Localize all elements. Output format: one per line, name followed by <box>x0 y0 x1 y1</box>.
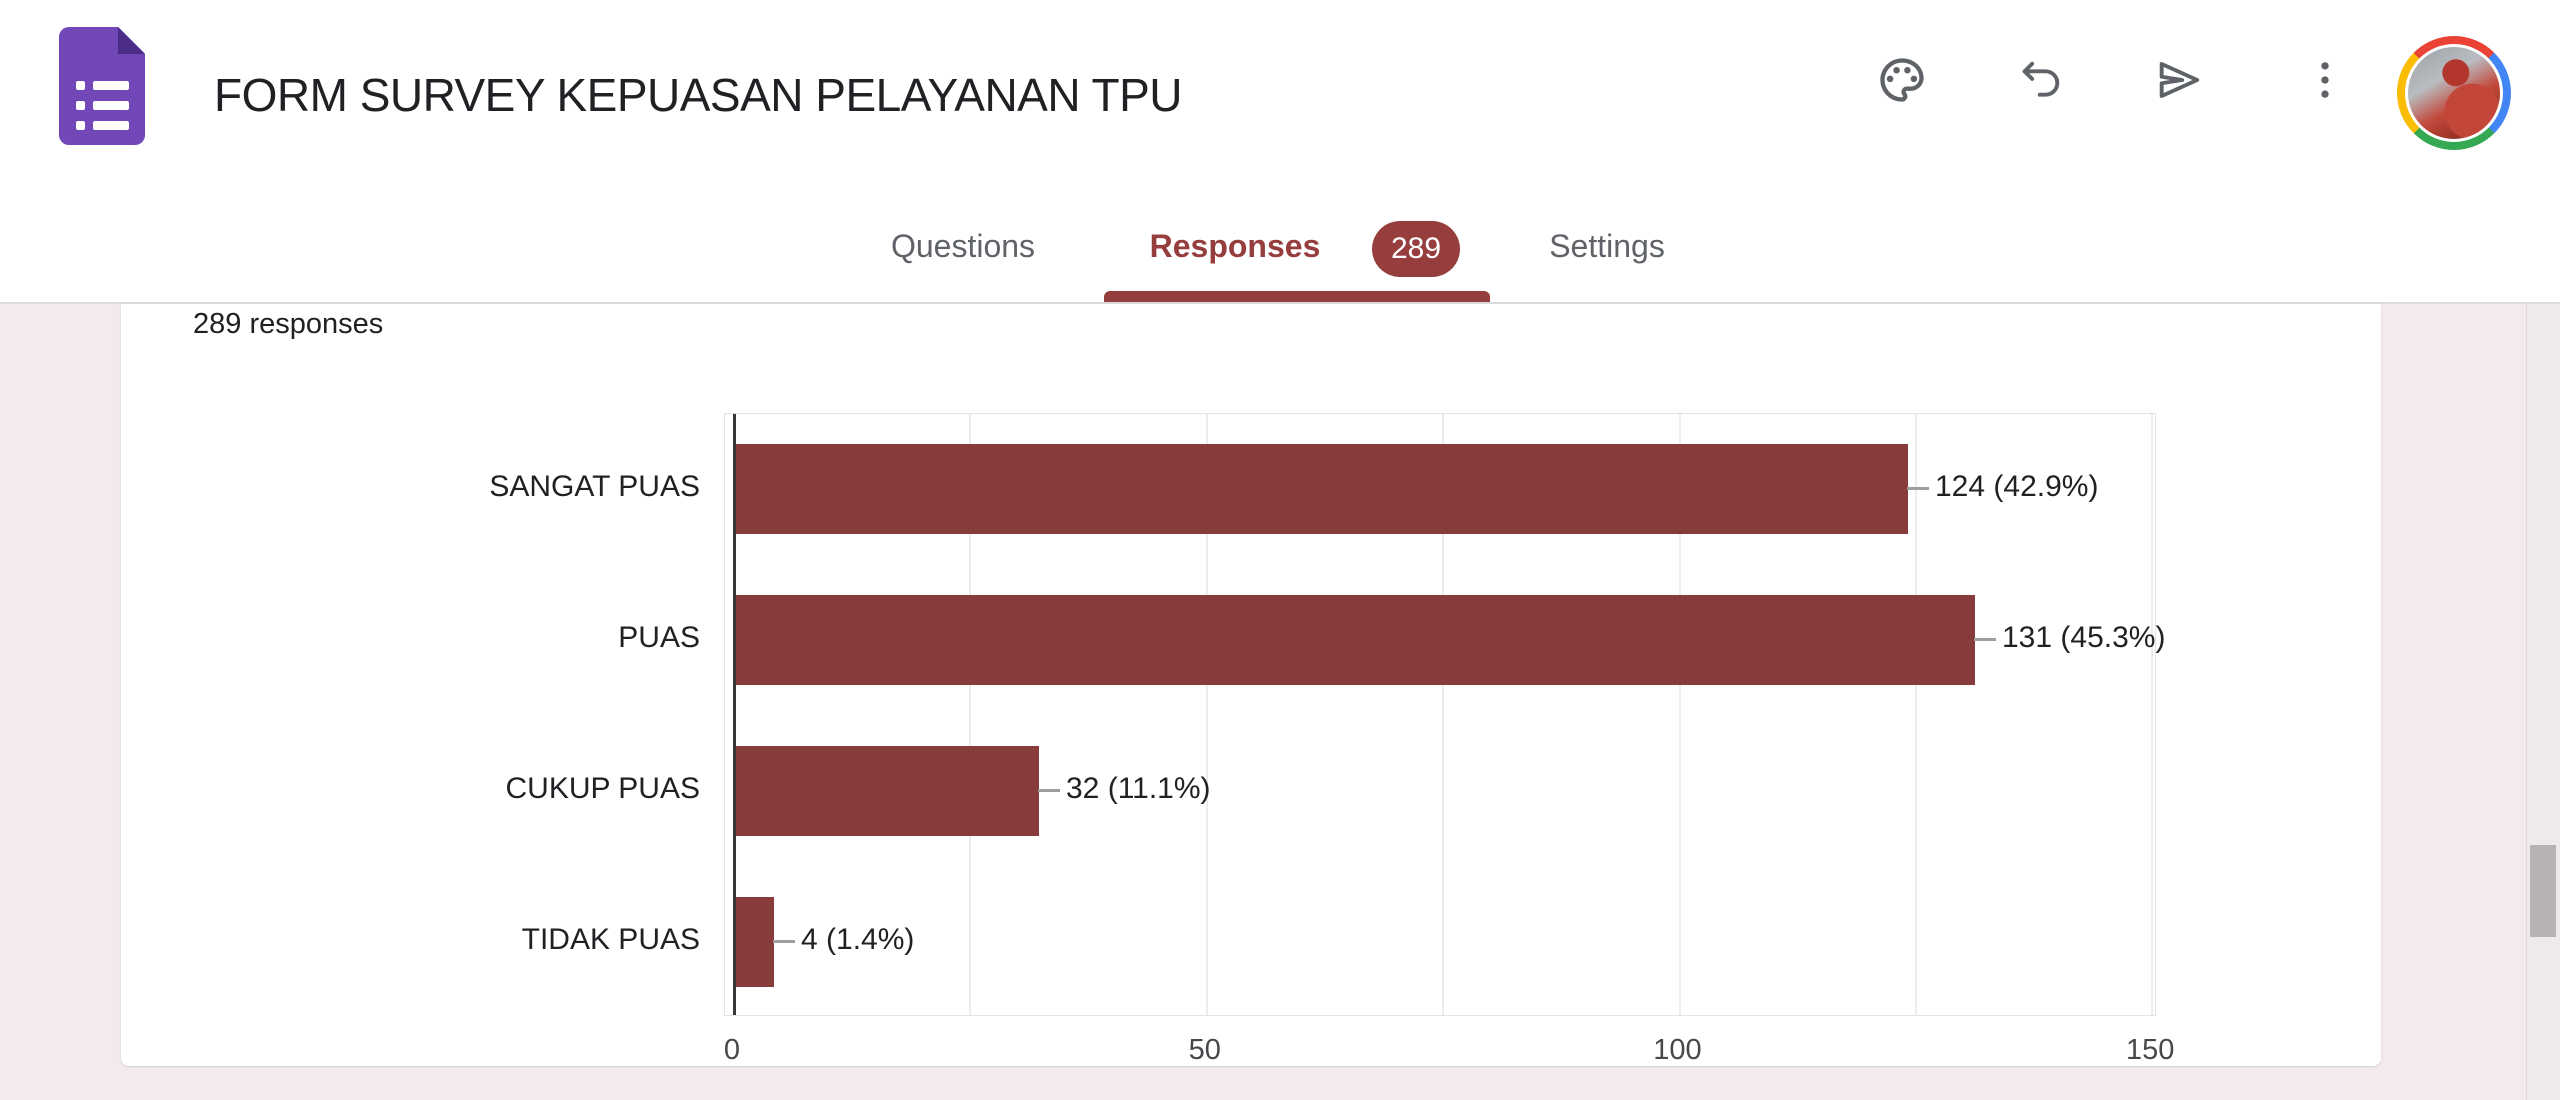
tab-questions[interactable]: Questions <box>890 228 1036 264</box>
value-label-puas: 131 (45.3%) <box>2002 621 2166 655</box>
category-label-puas: PUAS <box>618 621 700 655</box>
header-divider <box>0 302 2560 304</box>
value-connector <box>1907 487 1929 491</box>
gridline-125 <box>1914 414 1917 1015</box>
google-forms-icon[interactable] <box>59 27 145 145</box>
gridline-75 <box>1442 414 1445 1015</box>
y-axis-line <box>733 414 736 1015</box>
tab-responses[interactable]: Responses <box>1149 228 1321 264</box>
scrollbar-thumb[interactable] <box>2530 845 2556 937</box>
forms-icon-fold <box>118 27 145 54</box>
more-vert-icon <box>2299 54 2351 106</box>
active-tab-indicator <box>1104 291 1490 302</box>
send-icon <box>2153 54 2205 106</box>
x-tick-0: 0 <box>723 1034 741 1066</box>
avatar-photo <box>2405 44 2503 142</box>
responses-count-badge[interactable]: 289 <box>1372 221 1460 277</box>
category-label-sangat-puas: SANGAT PUAS <box>489 470 700 504</box>
scrollbar-track[interactable] <box>2526 305 2560 1100</box>
gridline-100 <box>1678 414 1681 1015</box>
palette-icon <box>1876 54 1928 106</box>
value-connector <box>773 939 795 943</box>
bar-tidak-puas <box>736 896 774 987</box>
send-button[interactable] <box>2153 54 2205 106</box>
gridline-50 <box>1205 414 1208 1015</box>
value-label-tidak-puas: 4 (1.4%) <box>801 922 915 956</box>
responses-summary-text: 289 responses <box>193 308 384 340</box>
gridline-150 <box>2151 414 2154 1015</box>
app-header: FORM SURVEY KEPUASAN PELAYANAN TPU <box>0 0 2560 302</box>
gridline-25 <box>969 414 972 1015</box>
bar-cukup-puas <box>736 745 1039 836</box>
category-label-tidak-puas: TIDAK PUAS <box>521 922 700 956</box>
x-tick-100: 100 <box>1653 1034 1702 1066</box>
category-label-cukup-puas: CUKUP PUAS <box>505 771 700 805</box>
undo-icon <box>2017 54 2069 106</box>
x-tick-50: 50 <box>1188 1034 1221 1066</box>
value-label-sangat-puas: 124 (42.9%) <box>1935 470 2099 504</box>
value-connector <box>1974 638 1996 642</box>
customize-theme-button[interactable] <box>1876 54 1928 106</box>
form-title[interactable]: FORM SURVEY KEPUASAN PELAYANAN TPU <box>214 69 1183 121</box>
x-tick-150: 150 <box>2126 1034 2175 1066</box>
undo-button[interactable] <box>2017 54 2069 106</box>
value-connector <box>1038 788 1060 792</box>
bar-sangat-puas <box>736 444 1908 535</box>
tab-settings[interactable]: Settings <box>1549 228 1665 264</box>
bar-puas <box>736 595 1975 686</box>
user-avatar[interactable] <box>2397 36 2511 150</box>
value-label-cukup-puas: 32 (11.1%) <box>1066 771 1211 805</box>
bar-chart-plot-area <box>724 413 2156 1016</box>
more-options-button[interactable] <box>2299 54 2351 106</box>
